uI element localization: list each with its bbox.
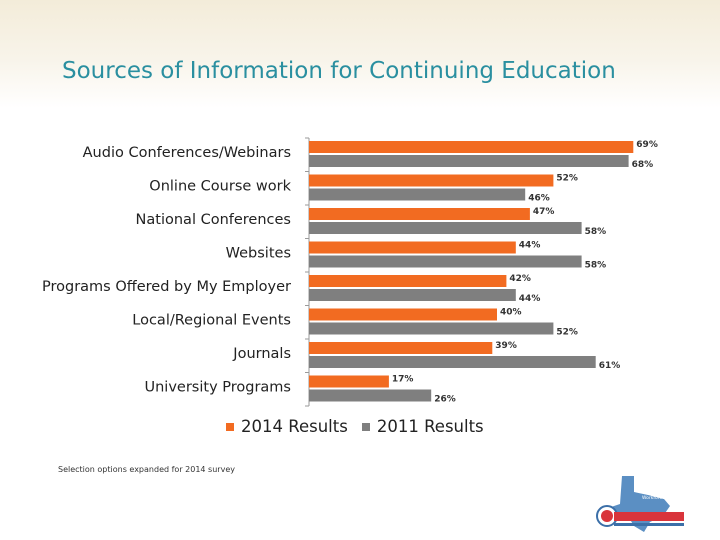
legend-swatch-2014	[226, 422, 234, 431]
data-label: 44%	[519, 294, 541, 304]
data-label: 40%	[500, 308, 522, 318]
bar-2011	[309, 322, 554, 335]
category-label: Websites	[226, 246, 291, 262]
legend-label-2014: 2014 Results	[241, 417, 348, 436]
data-label: 17%	[392, 375, 414, 385]
legend-swatch-2011	[361, 422, 370, 431]
data-label: 69%	[636, 140, 658, 150]
bar-2014	[309, 342, 493, 354]
seal-inner	[601, 510, 613, 522]
category-label: Journals	[232, 346, 291, 362]
category-label: Programs Offered by My Employer	[42, 279, 291, 295]
bar-2011	[309, 356, 596, 368]
banner-bar	[614, 512, 684, 521]
bar-2014	[309, 275, 507, 287]
bar-2014	[309, 308, 497, 321]
texas-association-logo: Texas Association Workforce	[596, 476, 684, 532]
bar-2011	[309, 222, 582, 234]
category-label: Audio Conferences/Webinars	[83, 145, 291, 161]
data-label: 52%	[556, 328, 578, 338]
data-label: 46%	[528, 194, 550, 204]
category-label: Local/Regional Events	[132, 313, 291, 329]
category-label: University Programs	[145, 380, 292, 396]
footnote: Selection options expanded for 2014 surv…	[58, 465, 235, 474]
bar-2011	[309, 188, 526, 201]
bar-2014	[309, 208, 530, 220]
bar-2014	[309, 141, 634, 153]
bar-2014	[309, 241, 516, 254]
bar-2011	[309, 155, 629, 167]
data-label: 61%	[599, 361, 621, 371]
logo-text-line-2: Workforce	[642, 495, 665, 501]
bar-2014	[309, 174, 554, 187]
logo-text-line-1: Texas Association	[637, 488, 678, 494]
data-label: 68%	[632, 160, 654, 170]
title-background	[0, 0, 720, 108]
data-label: 58%	[585, 261, 607, 271]
legend-item-2014: 2014 Results	[226, 417, 348, 436]
chart-legend: 2014 Results 2011 Results	[226, 417, 498, 436]
tagline-bar	[614, 523, 684, 526]
chart-title: Sources of Information for Continuing Ed…	[62, 58, 616, 84]
bar-2011	[309, 289, 516, 301]
data-label: 42%	[509, 274, 531, 284]
bar-2011	[309, 389, 432, 402]
bar-2014	[309, 375, 389, 388]
data-label: 26%	[434, 395, 456, 405]
data-label: 52%	[556, 174, 578, 184]
category-label: Online Course work	[149, 179, 291, 195]
category-label: National Conferences	[136, 212, 291, 228]
legend-label-2011: 2011 Results	[376, 417, 484, 436]
data-label: 39%	[495, 341, 517, 351]
data-label: 44%	[519, 241, 541, 251]
legend-item-2011: 2011 Results	[361, 417, 484, 436]
data-label: 47%	[533, 207, 555, 217]
bar-2011	[309, 255, 582, 268]
data-label: 58%	[585, 227, 607, 237]
